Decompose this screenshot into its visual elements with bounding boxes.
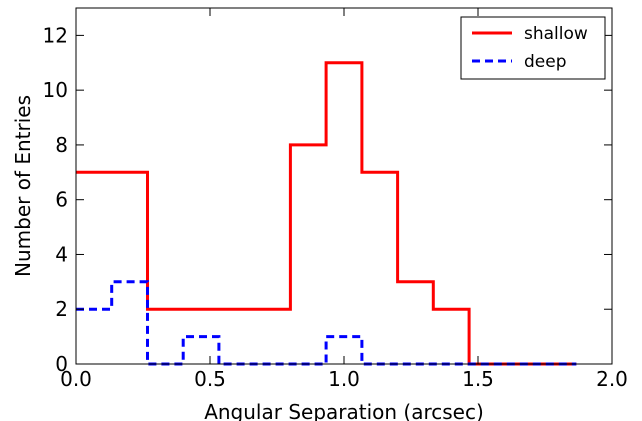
y-tick-label: 6 — [55, 188, 68, 212]
series-shallow-line — [76, 61, 577, 366]
y-tick-label: 4 — [55, 242, 68, 266]
x-tick-label: 0.0 — [60, 367, 92, 391]
legend-label-shallow: shallow — [524, 24, 588, 44]
series-deep-line — [76, 280, 577, 366]
legend: shallow deep — [460, 16, 606, 80]
y-tick-label: 8 — [55, 133, 68, 157]
y-tick-label: 2 — [55, 297, 68, 321]
x-axis-label: Angular Separation (arcsec) — [204, 400, 484, 421]
ticks-layer: 0.0 0.5 1.0 1.5 2.0 0 2 4 6 8 10 12 — [43, 8, 628, 391]
y-tick-label: 10 — [43, 78, 68, 102]
x-tick-label: 1.0 — [328, 367, 360, 391]
series-layer — [76, 61, 577, 366]
legend-box — [460, 16, 606, 80]
x-tick-label: 1.5 — [462, 367, 494, 391]
x-tick-label: 0.5 — [194, 367, 226, 391]
y-tick-label: 0 — [55, 352, 68, 376]
x-tick-label: 2.0 — [596, 367, 628, 391]
y-axis-label: Number of Entries — [11, 95, 35, 277]
legend-label-deep: deep — [524, 52, 567, 72]
y-tick-label: 12 — [43, 23, 68, 47]
